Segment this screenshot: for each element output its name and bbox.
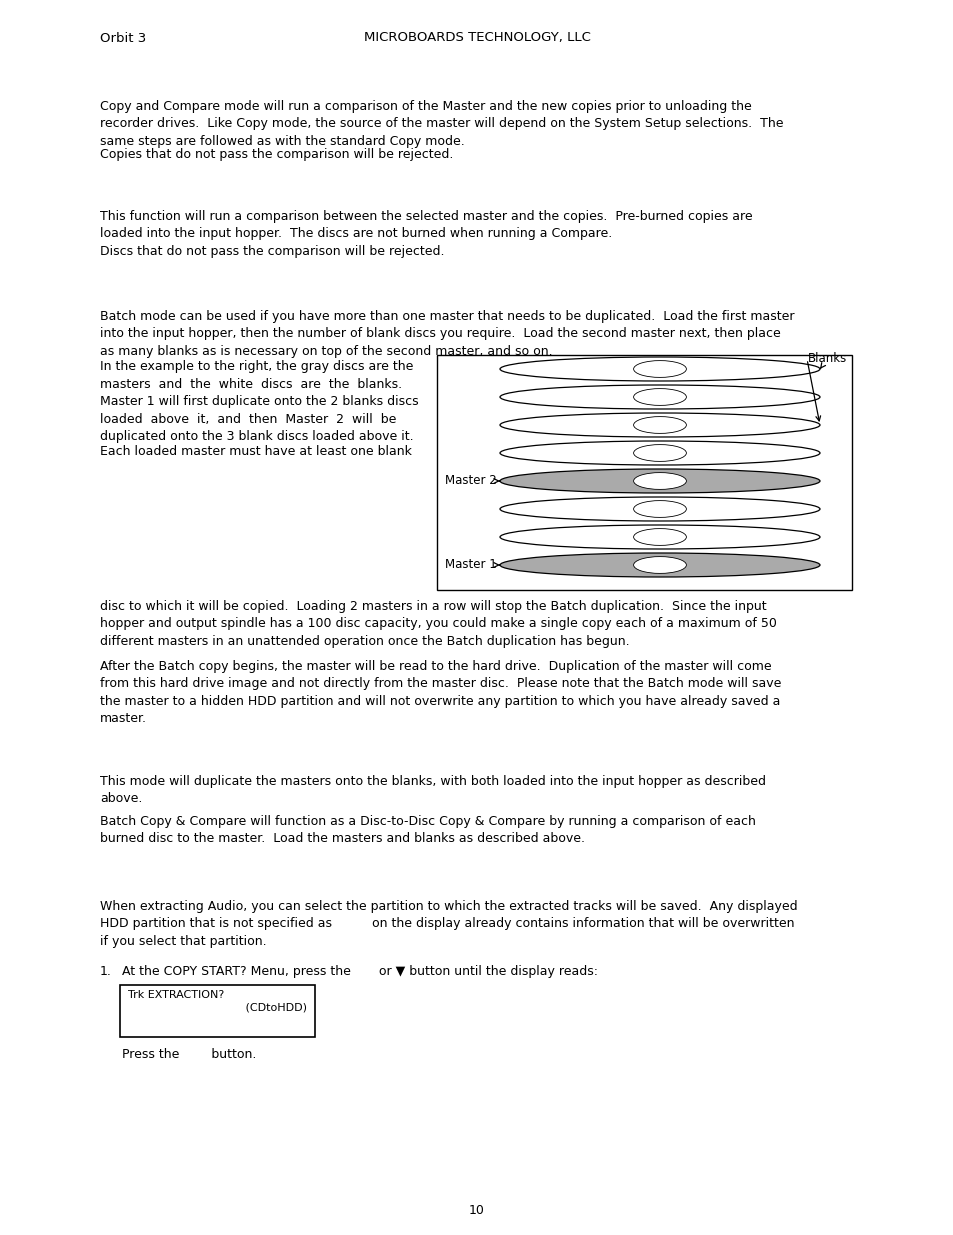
Text: This function will run a comparison between the selected master and the copies. : This function will run a comparison betw… bbox=[100, 210, 752, 241]
Text: After the Batch copy begins, the master will be read to the hard drive.  Duplica: After the Batch copy begins, the master … bbox=[100, 659, 781, 725]
Bar bbox=[436, 354, 851, 590]
Ellipse shape bbox=[633, 473, 685, 489]
Text: Trk EXTRACTION?: Trk EXTRACTION? bbox=[128, 990, 224, 1000]
Ellipse shape bbox=[633, 445, 685, 462]
Text: Blanks: Blanks bbox=[807, 352, 846, 368]
Ellipse shape bbox=[499, 357, 820, 382]
Text: Each loaded master must have at least one blank: Each loaded master must have at least on… bbox=[100, 445, 412, 458]
Text: 1.: 1. bbox=[100, 965, 112, 978]
Text: Master 1: Master 1 bbox=[444, 558, 499, 572]
Ellipse shape bbox=[633, 529, 685, 546]
Text: This mode will duplicate the masters onto the blanks, with both loaded into the : This mode will duplicate the masters ont… bbox=[100, 776, 765, 805]
Ellipse shape bbox=[499, 525, 820, 550]
Ellipse shape bbox=[633, 361, 685, 378]
Ellipse shape bbox=[633, 557, 685, 573]
Ellipse shape bbox=[499, 496, 820, 521]
Text: Discs that do not pass the comparison will be rejected.: Discs that do not pass the comparison wi… bbox=[100, 245, 444, 258]
Text: 10: 10 bbox=[469, 1203, 484, 1216]
Text: MICROBOARDS TECHNOLOGY, LLC: MICROBOARDS TECHNOLOGY, LLC bbox=[363, 32, 590, 44]
Ellipse shape bbox=[499, 553, 820, 577]
Ellipse shape bbox=[499, 385, 820, 409]
Text: (CDtoHDD): (CDtoHDD) bbox=[213, 1003, 307, 1013]
Text: disc to which it will be copied.  Loading 2 masters in a row will stop the Batch: disc to which it will be copied. Loading… bbox=[100, 600, 776, 648]
Text: Batch mode can be used if you have more than one master that needs to be duplica: Batch mode can be used if you have more … bbox=[100, 310, 794, 358]
Text: When extracting Audio, you can select the partition to which the extracted track: When extracting Audio, you can select th… bbox=[100, 900, 797, 948]
Ellipse shape bbox=[499, 441, 820, 466]
Bar bbox=[120, 986, 314, 1037]
Ellipse shape bbox=[499, 412, 820, 437]
Text: At the COPY START? Menu, press the       or ▼ button until the display reads:: At the COPY START? Menu, press the or ▼ … bbox=[122, 965, 598, 978]
Ellipse shape bbox=[633, 500, 685, 517]
Text: Batch Copy & Compare will function as a Disc-to-Disc Copy & Compare by running a: Batch Copy & Compare will function as a … bbox=[100, 815, 755, 846]
Text: Orbit 3: Orbit 3 bbox=[100, 32, 146, 44]
Ellipse shape bbox=[499, 469, 820, 493]
Text: Copies that do not pass the comparison will be rejected.: Copies that do not pass the comparison w… bbox=[100, 148, 453, 161]
Text: Press the        button.: Press the button. bbox=[122, 1049, 256, 1061]
Ellipse shape bbox=[633, 416, 685, 433]
Text: Copy and Compare mode will run a comparison of the Master and the new copies pri: Copy and Compare mode will run a compari… bbox=[100, 100, 782, 148]
Text: In the example to the right, the gray discs are the
masters  and  the  white  di: In the example to the right, the gray di… bbox=[100, 359, 418, 443]
Text: Master 2: Master 2 bbox=[444, 474, 499, 488]
Ellipse shape bbox=[633, 389, 685, 405]
